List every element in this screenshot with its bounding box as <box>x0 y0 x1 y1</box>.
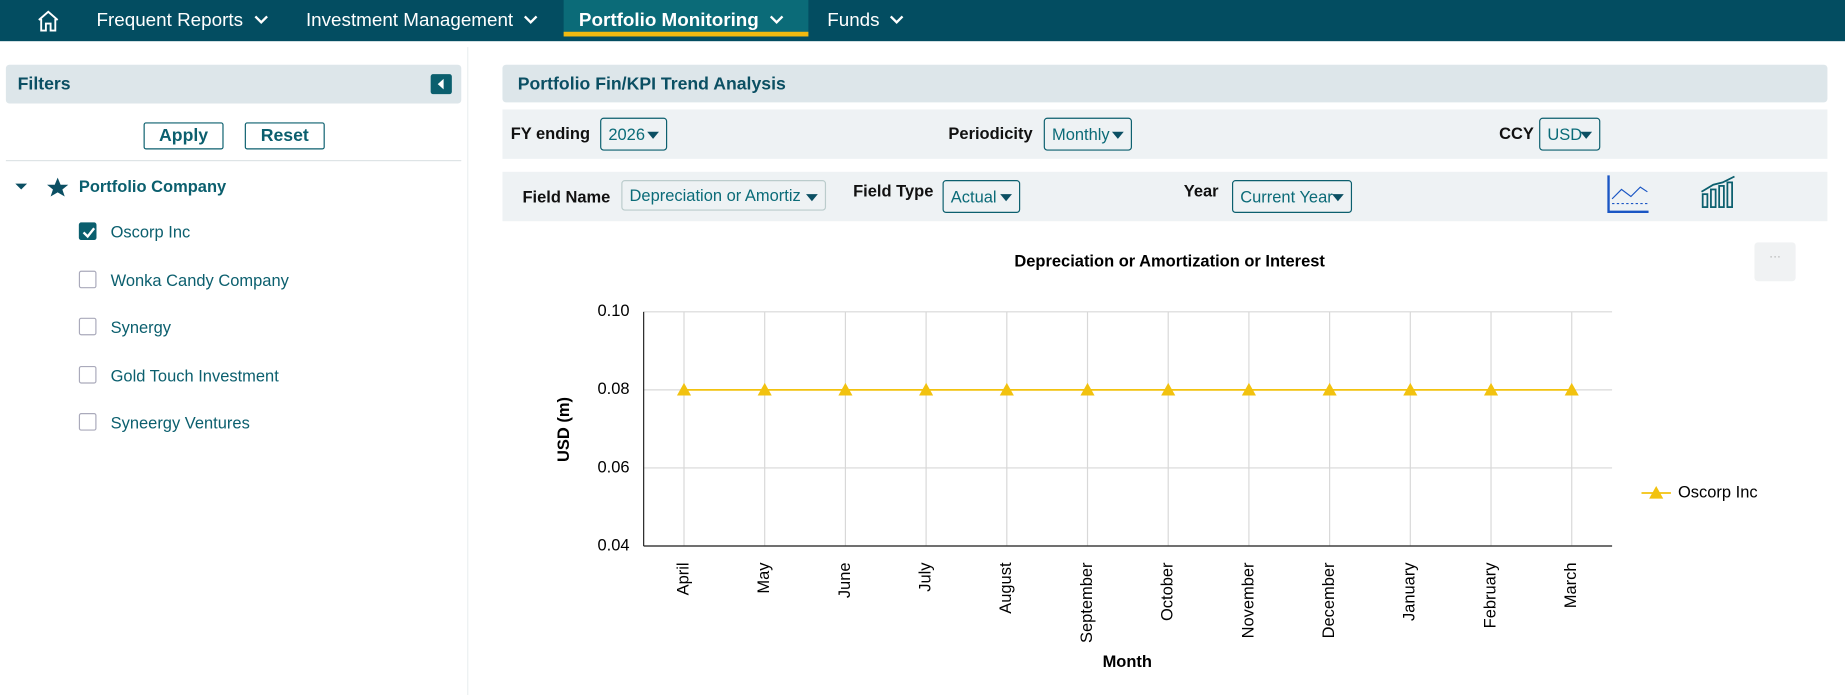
company-label[interactable]: Wonka Candy Company <box>111 270 289 289</box>
y-tick-label: 0.06 <box>597 458 629 476</box>
y-tick-label: 0.10 <box>597 302 629 320</box>
checkbox[interactable] <box>79 413 97 431</box>
x-tick-label: August <box>997 562 1015 614</box>
x-tick-label: April <box>674 562 692 595</box>
company-label[interactable]: Oscorp Inc <box>111 222 191 241</box>
checkbox[interactable] <box>79 222 97 240</box>
company-label[interactable]: Synergy <box>111 318 171 337</box>
x-tick-label: January <box>1401 562 1419 621</box>
x-axis-title: Month <box>1103 653 1152 671</box>
x-tick-label: May <box>755 562 773 594</box>
x-tick-label: October <box>1159 562 1177 621</box>
x-tick-label: March <box>1562 562 1580 608</box>
y-tick-label: 0.08 <box>597 380 629 398</box>
company-label[interactable]: Syneergy Ventures <box>111 413 250 432</box>
company-label[interactable]: Gold Touch Investment <box>111 365 279 384</box>
y-tick-label: 0.04 <box>597 536 629 554</box>
legend-label: Oscorp Inc <box>1678 483 1758 501</box>
checkbox[interactable] <box>79 318 97 336</box>
checkbox[interactable] <box>79 365 97 383</box>
x-tick-label: September <box>1078 562 1096 643</box>
x-tick-label: June <box>836 562 854 598</box>
y-axis-title: USD (m) <box>555 397 573 462</box>
x-tick-label: July <box>916 562 934 592</box>
x-tick-label: December <box>1320 562 1338 638</box>
x-tick-label: February <box>1481 562 1499 629</box>
checkbox[interactable] <box>79 270 97 288</box>
chart-title: Depreciation or Amortization or Interest <box>1014 253 1325 271</box>
x-tick-label: November <box>1239 562 1257 638</box>
